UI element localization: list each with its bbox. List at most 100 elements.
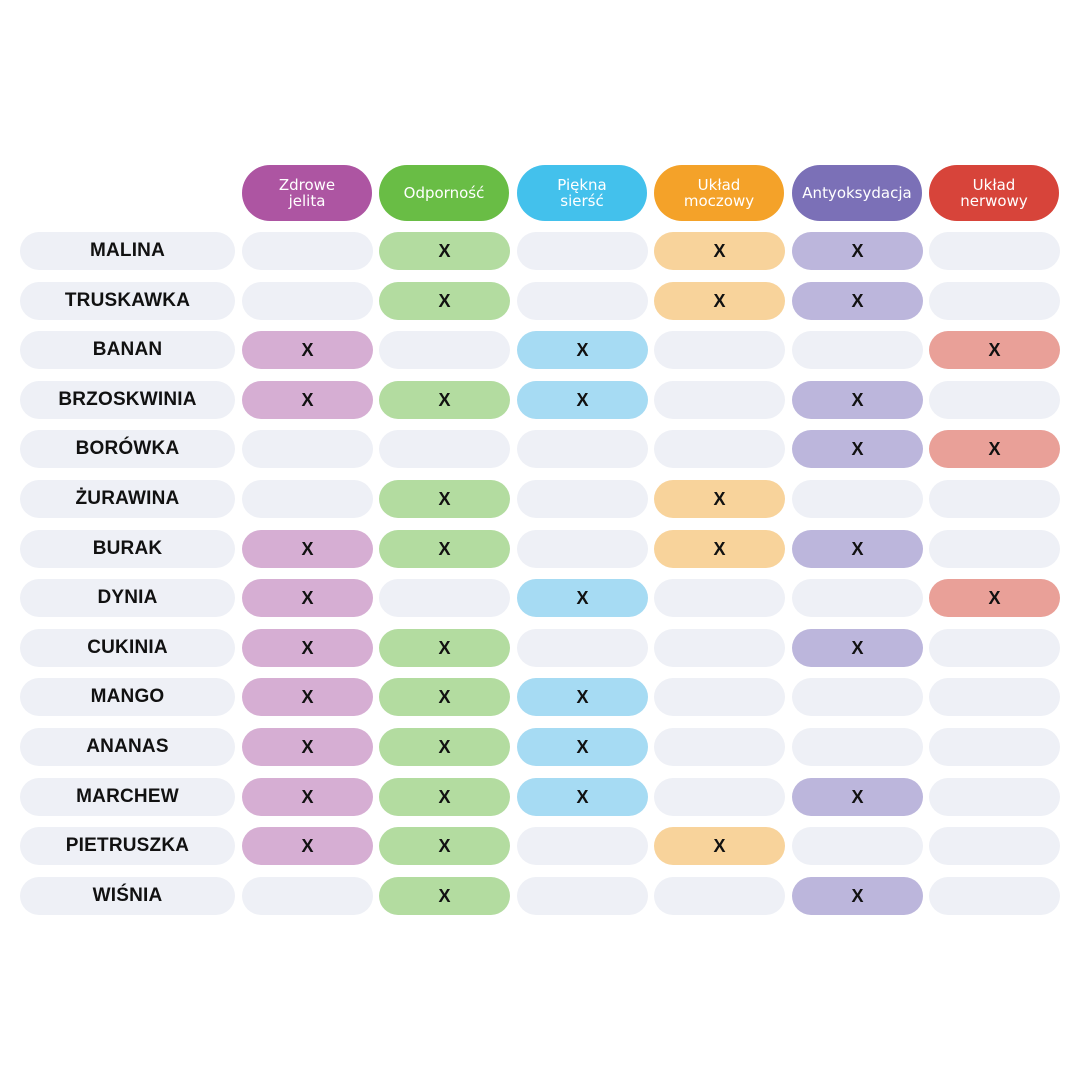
table-cell-uklad-nerwowy <box>929 877 1060 915</box>
table-cell-piekna-siersc: X <box>517 579 648 617</box>
table-cell-uklad-moczowy: X <box>654 282 785 320</box>
table-cell-uklad-moczowy <box>654 728 785 766</box>
table-cell-zdrowe-jelita: X <box>242 827 373 865</box>
check-mark: X <box>438 885 451 906</box>
check-mark: X <box>438 488 451 509</box>
table-cell-uklad-nerwowy <box>929 728 1060 766</box>
table-cell-odpornosc: X <box>379 678 510 716</box>
check-mark: X <box>851 637 864 658</box>
row-label: ANANAS <box>20 728 235 766</box>
column-header-zdrowe-jelita: Zdrowe jelita <box>242 165 372 221</box>
table-cell-zdrowe-jelita <box>242 232 373 270</box>
table-cell-odpornosc: X <box>379 877 510 915</box>
row-label: BRZOSKWINIA <box>20 381 235 419</box>
table-cell-piekna-siersc: X <box>517 728 648 766</box>
table-cell-uklad-moczowy <box>654 430 785 468</box>
check-mark: X <box>713 538 726 559</box>
table-cell-piekna-siersc: X <box>517 778 648 816</box>
check-mark: X <box>713 835 726 856</box>
table-cell-zdrowe-jelita <box>242 282 373 320</box>
table-cell-uklad-nerwowy <box>929 778 1060 816</box>
table-cell-odpornosc: X <box>379 530 510 568</box>
check-mark: X <box>301 587 314 608</box>
table-cell-antyoksydacja: X <box>792 877 923 915</box>
table-cell-piekna-siersc <box>517 282 648 320</box>
table-cell-antyoksydacja <box>792 728 923 766</box>
table-cell-zdrowe-jelita: X <box>242 331 373 369</box>
table-cell-antyoksydacja <box>792 678 923 716</box>
row-label: BANAN <box>20 331 235 369</box>
table-cell-antyoksydacja: X <box>792 381 923 419</box>
table-cell-zdrowe-jelita: X <box>242 678 373 716</box>
column-header-uklad-moczowy: Układ moczowy <box>654 165 784 221</box>
table-cell-piekna-siersc <box>517 530 648 568</box>
column-header-piekna-siersc: Piękna sierść <box>517 165 647 221</box>
table-cell-antyoksydacja: X <box>792 778 923 816</box>
check-mark: X <box>438 835 451 856</box>
table-cell-odpornosc: X <box>379 381 510 419</box>
table-cell-odpornosc <box>379 430 510 468</box>
column-header-odpornosc: Odporność <box>379 165 509 221</box>
table-cell-uklad-nerwowy: X <box>929 579 1060 617</box>
table-cell-uklad-nerwowy <box>929 827 1060 865</box>
table-cell-uklad-nerwowy <box>929 530 1060 568</box>
table-cell-uklad-nerwowy <box>929 678 1060 716</box>
table-cell-odpornosc: X <box>379 728 510 766</box>
row-label: BURAK <box>20 530 235 568</box>
check-mark: X <box>301 736 314 757</box>
table-cell-piekna-siersc: X <box>517 331 648 369</box>
check-mark: X <box>713 488 726 509</box>
table-cell-piekna-siersc <box>517 430 648 468</box>
check-mark: X <box>713 290 726 311</box>
table-cell-piekna-siersc <box>517 480 648 518</box>
check-mark: X <box>713 240 726 261</box>
table-cell-uklad-moczowy: X <box>654 827 785 865</box>
table-cell-uklad-nerwowy <box>929 629 1060 667</box>
table-cell-uklad-moczowy: X <box>654 530 785 568</box>
check-mark: X <box>301 835 314 856</box>
table-cell-antyoksydacja <box>792 480 923 518</box>
check-mark: X <box>438 736 451 757</box>
check-mark: X <box>576 736 589 757</box>
check-mark: X <box>301 786 314 807</box>
row-label: WIŚNIA <box>20 877 235 915</box>
check-mark: X <box>851 885 864 906</box>
check-mark: X <box>438 240 451 261</box>
check-mark: X <box>851 786 864 807</box>
table-cell-zdrowe-jelita <box>242 430 373 468</box>
table-cell-uklad-moczowy <box>654 778 785 816</box>
table-cell-uklad-moczowy <box>654 579 785 617</box>
check-mark: X <box>301 637 314 658</box>
table-cell-antyoksydacja: X <box>792 530 923 568</box>
row-label: CUKINIA <box>20 629 235 667</box>
table-cell-uklad-moczowy: X <box>654 480 785 518</box>
table-cell-uklad-moczowy <box>654 678 785 716</box>
check-mark: X <box>301 538 314 559</box>
table-cell-uklad-moczowy <box>654 331 785 369</box>
check-mark: X <box>576 389 589 410</box>
check-mark: X <box>576 686 589 707</box>
table-cell-uklad-nerwowy <box>929 381 1060 419</box>
table-cell-zdrowe-jelita: X <box>242 381 373 419</box>
row-label: MANGO <box>20 678 235 716</box>
table-cell-antyoksydacja: X <box>792 232 923 270</box>
check-mark: X <box>438 538 451 559</box>
table-cell-piekna-siersc: X <box>517 678 648 716</box>
row-label: ŻURAWINA <box>20 480 235 518</box>
check-mark: X <box>438 637 451 658</box>
check-mark: X <box>301 389 314 410</box>
table-cell-piekna-siersc: X <box>517 381 648 419</box>
table-cell-antyoksydacja <box>792 331 923 369</box>
table-cell-odpornosc <box>379 331 510 369</box>
check-mark: X <box>301 339 314 360</box>
row-label: BORÓWKA <box>20 430 235 468</box>
table-cell-uklad-moczowy <box>654 381 785 419</box>
table-cell-zdrowe-jelita: X <box>242 629 373 667</box>
check-mark: X <box>988 339 1001 360</box>
table-cell-odpornosc <box>379 579 510 617</box>
table-cell-odpornosc: X <box>379 282 510 320</box>
check-mark: X <box>576 587 589 608</box>
table-cell-antyoksydacja: X <box>792 282 923 320</box>
check-mark: X <box>851 389 864 410</box>
